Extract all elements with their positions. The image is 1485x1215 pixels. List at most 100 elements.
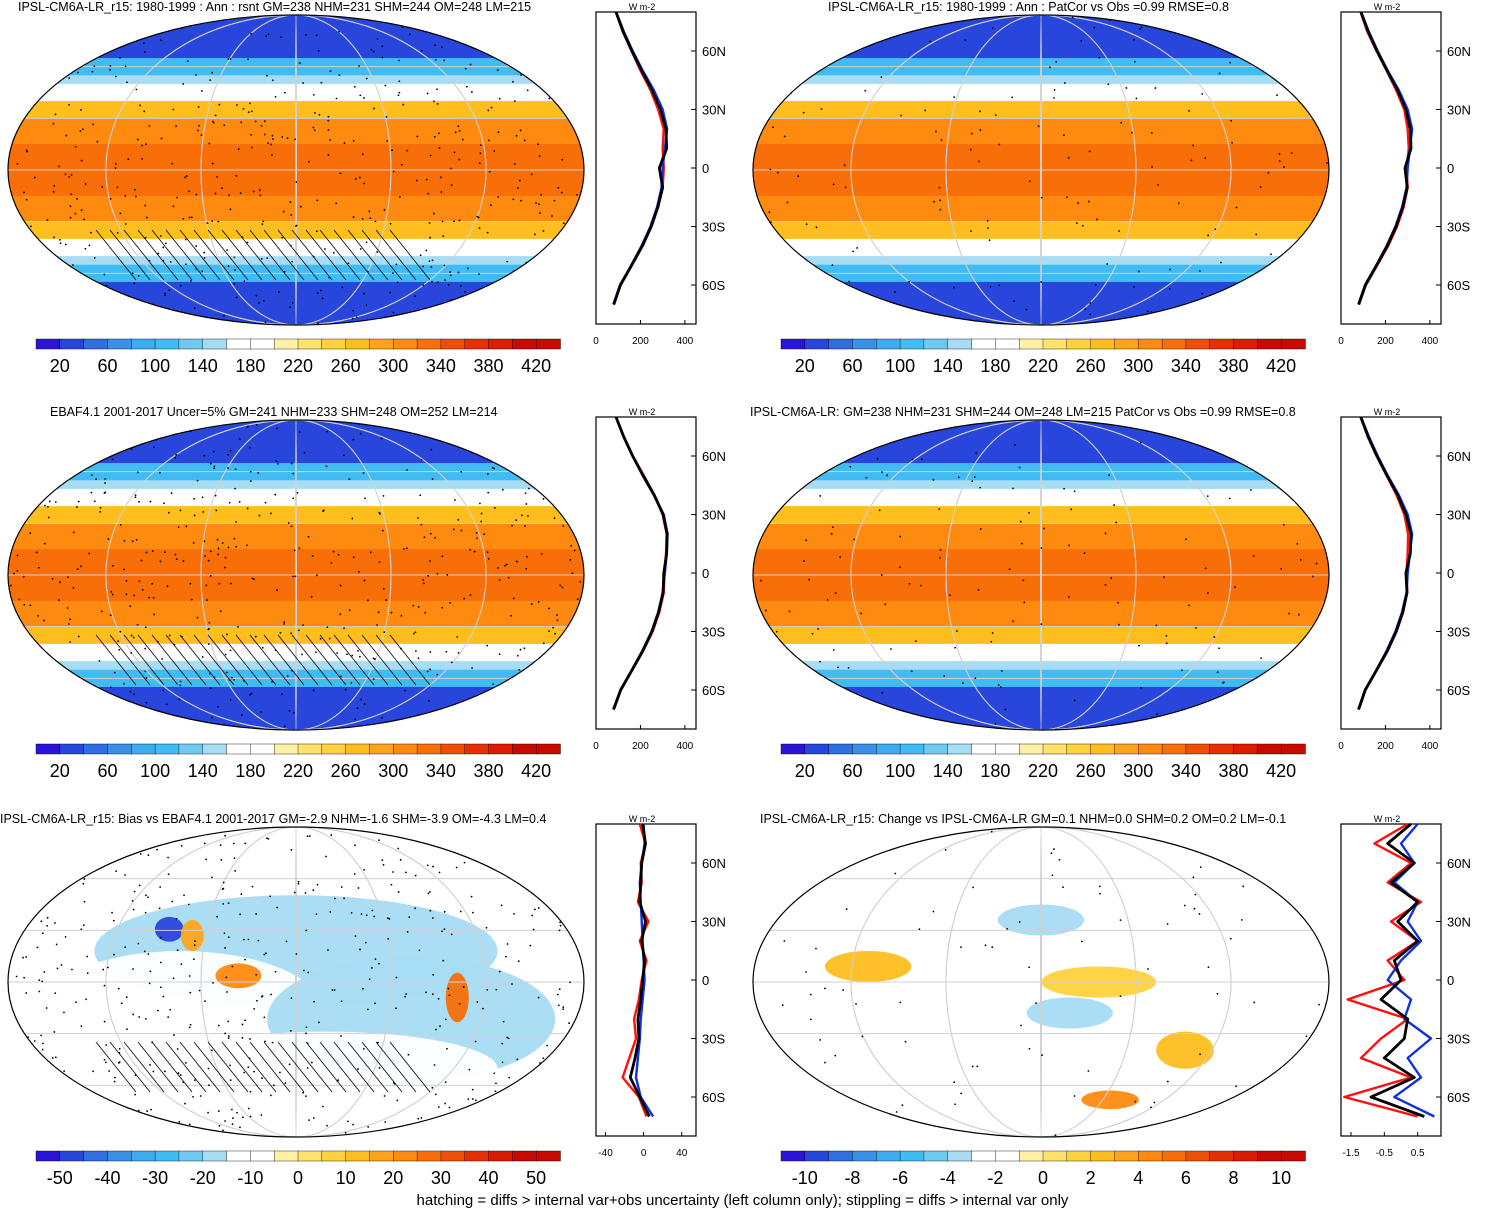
stipple-dot xyxy=(1058,858,1061,861)
stipple-dot xyxy=(47,285,49,288)
stipple-dot xyxy=(1282,523,1285,526)
stipple-dot xyxy=(47,516,50,519)
stipple-dot xyxy=(196,616,199,619)
stipple-dot xyxy=(395,1007,397,1010)
stipple-dot xyxy=(86,846,89,849)
stipple-dot xyxy=(288,1063,291,1066)
stipple-dot xyxy=(64,173,67,176)
stipple-dot xyxy=(124,195,127,197)
stipple-dot xyxy=(226,991,228,993)
stipple-dot xyxy=(222,902,225,905)
stipple-dot xyxy=(1204,567,1207,570)
stipple-dot xyxy=(940,139,943,142)
stipple-dot xyxy=(1067,156,1070,159)
stipple-dot xyxy=(434,44,437,47)
stipple-dot xyxy=(255,294,258,297)
stipple-dot xyxy=(242,938,245,941)
stipple-dot xyxy=(478,162,481,165)
stipple-dot xyxy=(552,626,555,629)
stipple-dot xyxy=(316,883,319,886)
stipple-dot xyxy=(443,910,446,913)
stipple-dot xyxy=(519,129,522,132)
stipple-dot xyxy=(335,97,338,100)
stipple-dot xyxy=(241,1036,244,1039)
stipple-dot xyxy=(450,661,453,664)
stipple-dot xyxy=(52,122,55,125)
stipple-dot xyxy=(53,1031,56,1033)
stipple-dot xyxy=(881,691,884,694)
stipple-dot xyxy=(932,478,935,481)
stipple-dot xyxy=(224,566,226,569)
stipple-dot xyxy=(233,256,236,259)
stipple-dot xyxy=(316,199,319,202)
stipple-dot xyxy=(76,568,79,570)
stipple-dot xyxy=(531,914,534,917)
stipple-dot xyxy=(380,437,383,440)
stipple-dot xyxy=(41,683,44,686)
stipple-dot xyxy=(477,216,480,219)
stipple-dot xyxy=(182,217,185,220)
stipple-dot xyxy=(484,710,487,713)
stipple-dot xyxy=(74,145,77,148)
stipple-dot xyxy=(54,1056,57,1059)
stipple-dot xyxy=(988,239,991,242)
anomaly-patch xyxy=(1156,1031,1214,1069)
stipple-dot xyxy=(843,164,846,167)
stipple-dot xyxy=(326,626,329,629)
stipple-dot xyxy=(253,1007,256,1010)
stipple-dot xyxy=(13,572,15,575)
stipple-dot xyxy=(11,134,14,137)
stipple-dot xyxy=(561,158,564,161)
stipple-dot xyxy=(36,946,39,949)
stipple-dot xyxy=(573,844,576,847)
stipple-dot xyxy=(786,201,789,204)
colorbar-cell xyxy=(273,1150,299,1162)
stipple-dot xyxy=(493,467,496,470)
colorbar-cell xyxy=(154,338,180,350)
stipple-dot xyxy=(232,1117,234,1120)
stipple-dot xyxy=(136,471,139,474)
stipple-dot xyxy=(389,426,392,428)
stipple-dot xyxy=(302,969,305,972)
hatch-line xyxy=(249,634,291,686)
stipple-dot xyxy=(161,658,164,660)
stipple-dot xyxy=(79,565,82,568)
stipple-dot xyxy=(837,846,840,849)
stipple-dot xyxy=(855,1002,857,1005)
stipple-dot xyxy=(152,30,155,32)
colorbar-cell xyxy=(250,1150,275,1162)
colorbar-tick-label: 380 xyxy=(1219,356,1249,376)
stipple-dot xyxy=(293,891,296,894)
stipple-dot xyxy=(321,297,324,300)
stipple-dot xyxy=(46,219,49,221)
hatch-line xyxy=(193,229,235,281)
stipple-dot xyxy=(152,840,155,842)
profile-ytick-label: 60N xyxy=(1447,44,1471,59)
stipple-dot xyxy=(1214,228,1217,231)
stipple-dot xyxy=(336,652,339,655)
stipple-dot xyxy=(314,651,317,654)
stipple-dot xyxy=(1138,644,1140,647)
stipple-dot xyxy=(1207,234,1209,237)
stipple-dot xyxy=(227,902,230,905)
stipple-dot xyxy=(425,991,427,994)
stipple-dot xyxy=(580,101,583,103)
stipple-dot xyxy=(426,92,429,95)
stipple-dot xyxy=(493,150,496,152)
stipple-dot xyxy=(290,462,293,465)
stipple-dot xyxy=(131,899,134,902)
stipple-dot xyxy=(17,483,19,486)
stipple-dot xyxy=(270,993,272,996)
stipple-dot xyxy=(540,193,543,196)
stipple-dot xyxy=(350,682,353,684)
stipple-dot xyxy=(184,263,187,266)
stipple-dot xyxy=(42,707,44,710)
stipple-dot xyxy=(1293,724,1296,726)
stipple-dot xyxy=(136,623,139,626)
stipple-dot xyxy=(520,1133,522,1136)
stipple-dot xyxy=(562,234,564,237)
stipple-dot xyxy=(418,949,421,952)
stipple-dot xyxy=(147,896,149,899)
